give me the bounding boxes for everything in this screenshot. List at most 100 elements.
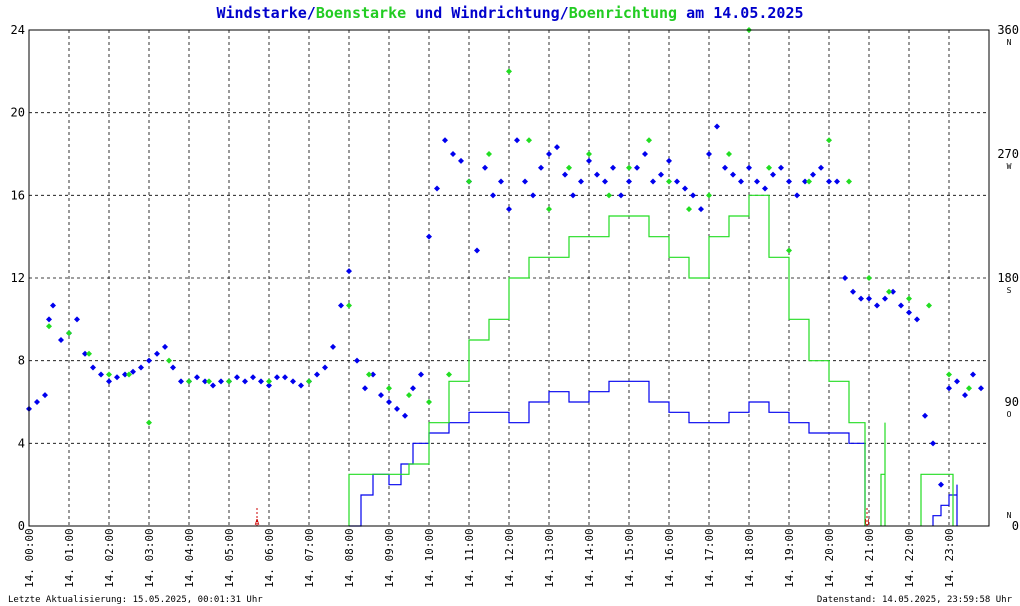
windrichtung-point bbox=[898, 302, 904, 309]
windrichtung-point bbox=[330, 343, 336, 350]
x-tick-label: 14. 12:00 bbox=[503, 528, 516, 588]
y-axis-left: 0 4 8 12 16 20 24 bbox=[11, 23, 25, 533]
boenrichtung-point bbox=[506, 68, 512, 75]
windrichtung-point bbox=[450, 151, 456, 157]
windrichtung-point bbox=[274, 374, 280, 381]
windrichtung-point bbox=[594, 171, 600, 178]
x-tick-label: 14. 20:00 bbox=[823, 528, 836, 588]
windrichtung-point bbox=[410, 385, 416, 392]
windrichtung-point bbox=[682, 185, 688, 192]
y-right-cardinal-label: N bbox=[1007, 511, 1012, 520]
windstarke-line bbox=[349, 380, 866, 527]
boenrichtung-point bbox=[546, 206, 552, 213]
y-left-tick-label: 0 bbox=[18, 519, 25, 533]
windrichtung-point bbox=[266, 382, 272, 389]
windrichtung-point bbox=[866, 295, 872, 302]
y-left-tick-label: 24 bbox=[11, 23, 25, 37]
boenrichtung-point bbox=[126, 371, 132, 378]
boenrichtung-point bbox=[666, 178, 672, 185]
windrichtung-point bbox=[42, 392, 48, 399]
boenrichtung-point bbox=[306, 378, 312, 385]
windrichtung-point bbox=[978, 385, 984, 392]
x-tick-label: 14. 23:00 bbox=[943, 528, 956, 588]
windrichtung-point bbox=[362, 385, 368, 392]
boenrichtung-point bbox=[346, 302, 352, 309]
windrichtung-point bbox=[786, 178, 792, 185]
y-right-cardinal-label: O bbox=[1007, 410, 1012, 419]
boenrichtung-point bbox=[786, 247, 792, 254]
windrichtung-point bbox=[74, 316, 80, 323]
x-tick-label: 14. 17:00 bbox=[703, 528, 716, 588]
windrichtung-point bbox=[626, 178, 632, 185]
windrichtung-point bbox=[194, 374, 200, 381]
windrichtung-point bbox=[522, 178, 528, 185]
windrichtung-point bbox=[730, 171, 736, 178]
windrichtung-point bbox=[658, 171, 664, 178]
windrichtung-point bbox=[850, 288, 856, 295]
windrichtung-point bbox=[746, 164, 752, 171]
x-axis: 14. 00:00 14. 01:00 14. 02:00 14. 03:00 14. … bbox=[23, 528, 956, 588]
title-part: und bbox=[406, 4, 451, 22]
windrichtung-point bbox=[930, 440, 936, 447]
windrichtung-point bbox=[698, 206, 704, 213]
title-part: Windrichtung bbox=[451, 4, 559, 22]
boenrichtung-point bbox=[926, 302, 932, 309]
x-tick-label: 14. 14:00 bbox=[583, 528, 596, 588]
windrichtung-point bbox=[490, 192, 496, 199]
plot-frame bbox=[28, 29, 990, 527]
windrichtung-point bbox=[34, 399, 40, 405]
boenrichtung-point bbox=[386, 385, 392, 392]
plot-area bbox=[26, 27, 984, 527]
windrichtung-point bbox=[506, 206, 512, 213]
windrichtung-point bbox=[114, 374, 120, 381]
windrichtung-point bbox=[482, 164, 488, 171]
windrichtung-point bbox=[338, 302, 344, 309]
windrichtung-point bbox=[178, 378, 184, 385]
windrichtung-point bbox=[890, 288, 896, 295]
windrichtung-point bbox=[58, 337, 64, 343]
windrichtung-point bbox=[50, 302, 56, 309]
windrichtung-point bbox=[546, 151, 552, 157]
windrichtung-point bbox=[130, 368, 136, 375]
windrichtung-point bbox=[722, 164, 728, 171]
windrichtung-point bbox=[402, 412, 408, 419]
windrichtung-point bbox=[290, 378, 296, 385]
boenrichtung-point bbox=[486, 151, 492, 157]
windrichtung-point bbox=[154, 350, 160, 357]
boenrichtung-point bbox=[146, 419, 152, 426]
x-tick-label: 14. 05:00 bbox=[223, 528, 236, 588]
boenrichtung-point bbox=[46, 323, 52, 330]
x-tick-label: 14. 00:00 bbox=[23, 528, 36, 588]
y-right-cardinal-label: W bbox=[1007, 162, 1012, 171]
windrichtung-point bbox=[346, 268, 352, 275]
windrichtung-point bbox=[282, 374, 288, 381]
windrichtung-point bbox=[650, 178, 656, 185]
windrichtung-point bbox=[826, 178, 832, 185]
boenrichtung-point bbox=[86, 350, 92, 357]
windstarke-line bbox=[932, 484, 958, 526]
windrichtung-point bbox=[314, 371, 320, 378]
windrichtung-point bbox=[322, 364, 328, 371]
boenrichtung-point bbox=[566, 164, 572, 171]
windrichtung-point bbox=[170, 364, 176, 371]
x-tick-label: 14. 16:00 bbox=[663, 528, 676, 588]
windrichtung-point bbox=[938, 481, 944, 488]
windrichtung-point bbox=[610, 164, 616, 171]
boenrichtung-point bbox=[186, 378, 192, 385]
boenrichtung-point bbox=[886, 288, 892, 295]
windrichtung-point bbox=[234, 374, 240, 381]
boenrichtung-point bbox=[166, 357, 172, 364]
windrichtung-point bbox=[394, 405, 400, 412]
x-tick-label: 14. 07:00 bbox=[303, 528, 316, 588]
x-tick-label: 14. 04:00 bbox=[183, 528, 196, 588]
windrichtung-point bbox=[218, 378, 224, 385]
windrichtung-point bbox=[810, 171, 816, 178]
boenrichtung-point bbox=[946, 371, 952, 378]
windrichtung-point bbox=[458, 157, 464, 164]
title-part: / bbox=[307, 4, 316, 22]
windrichtung-point bbox=[802, 178, 808, 185]
footer-data-status: Datenstand: 14.05.2025, 23:59:58 Uhr bbox=[817, 595, 1013, 605]
